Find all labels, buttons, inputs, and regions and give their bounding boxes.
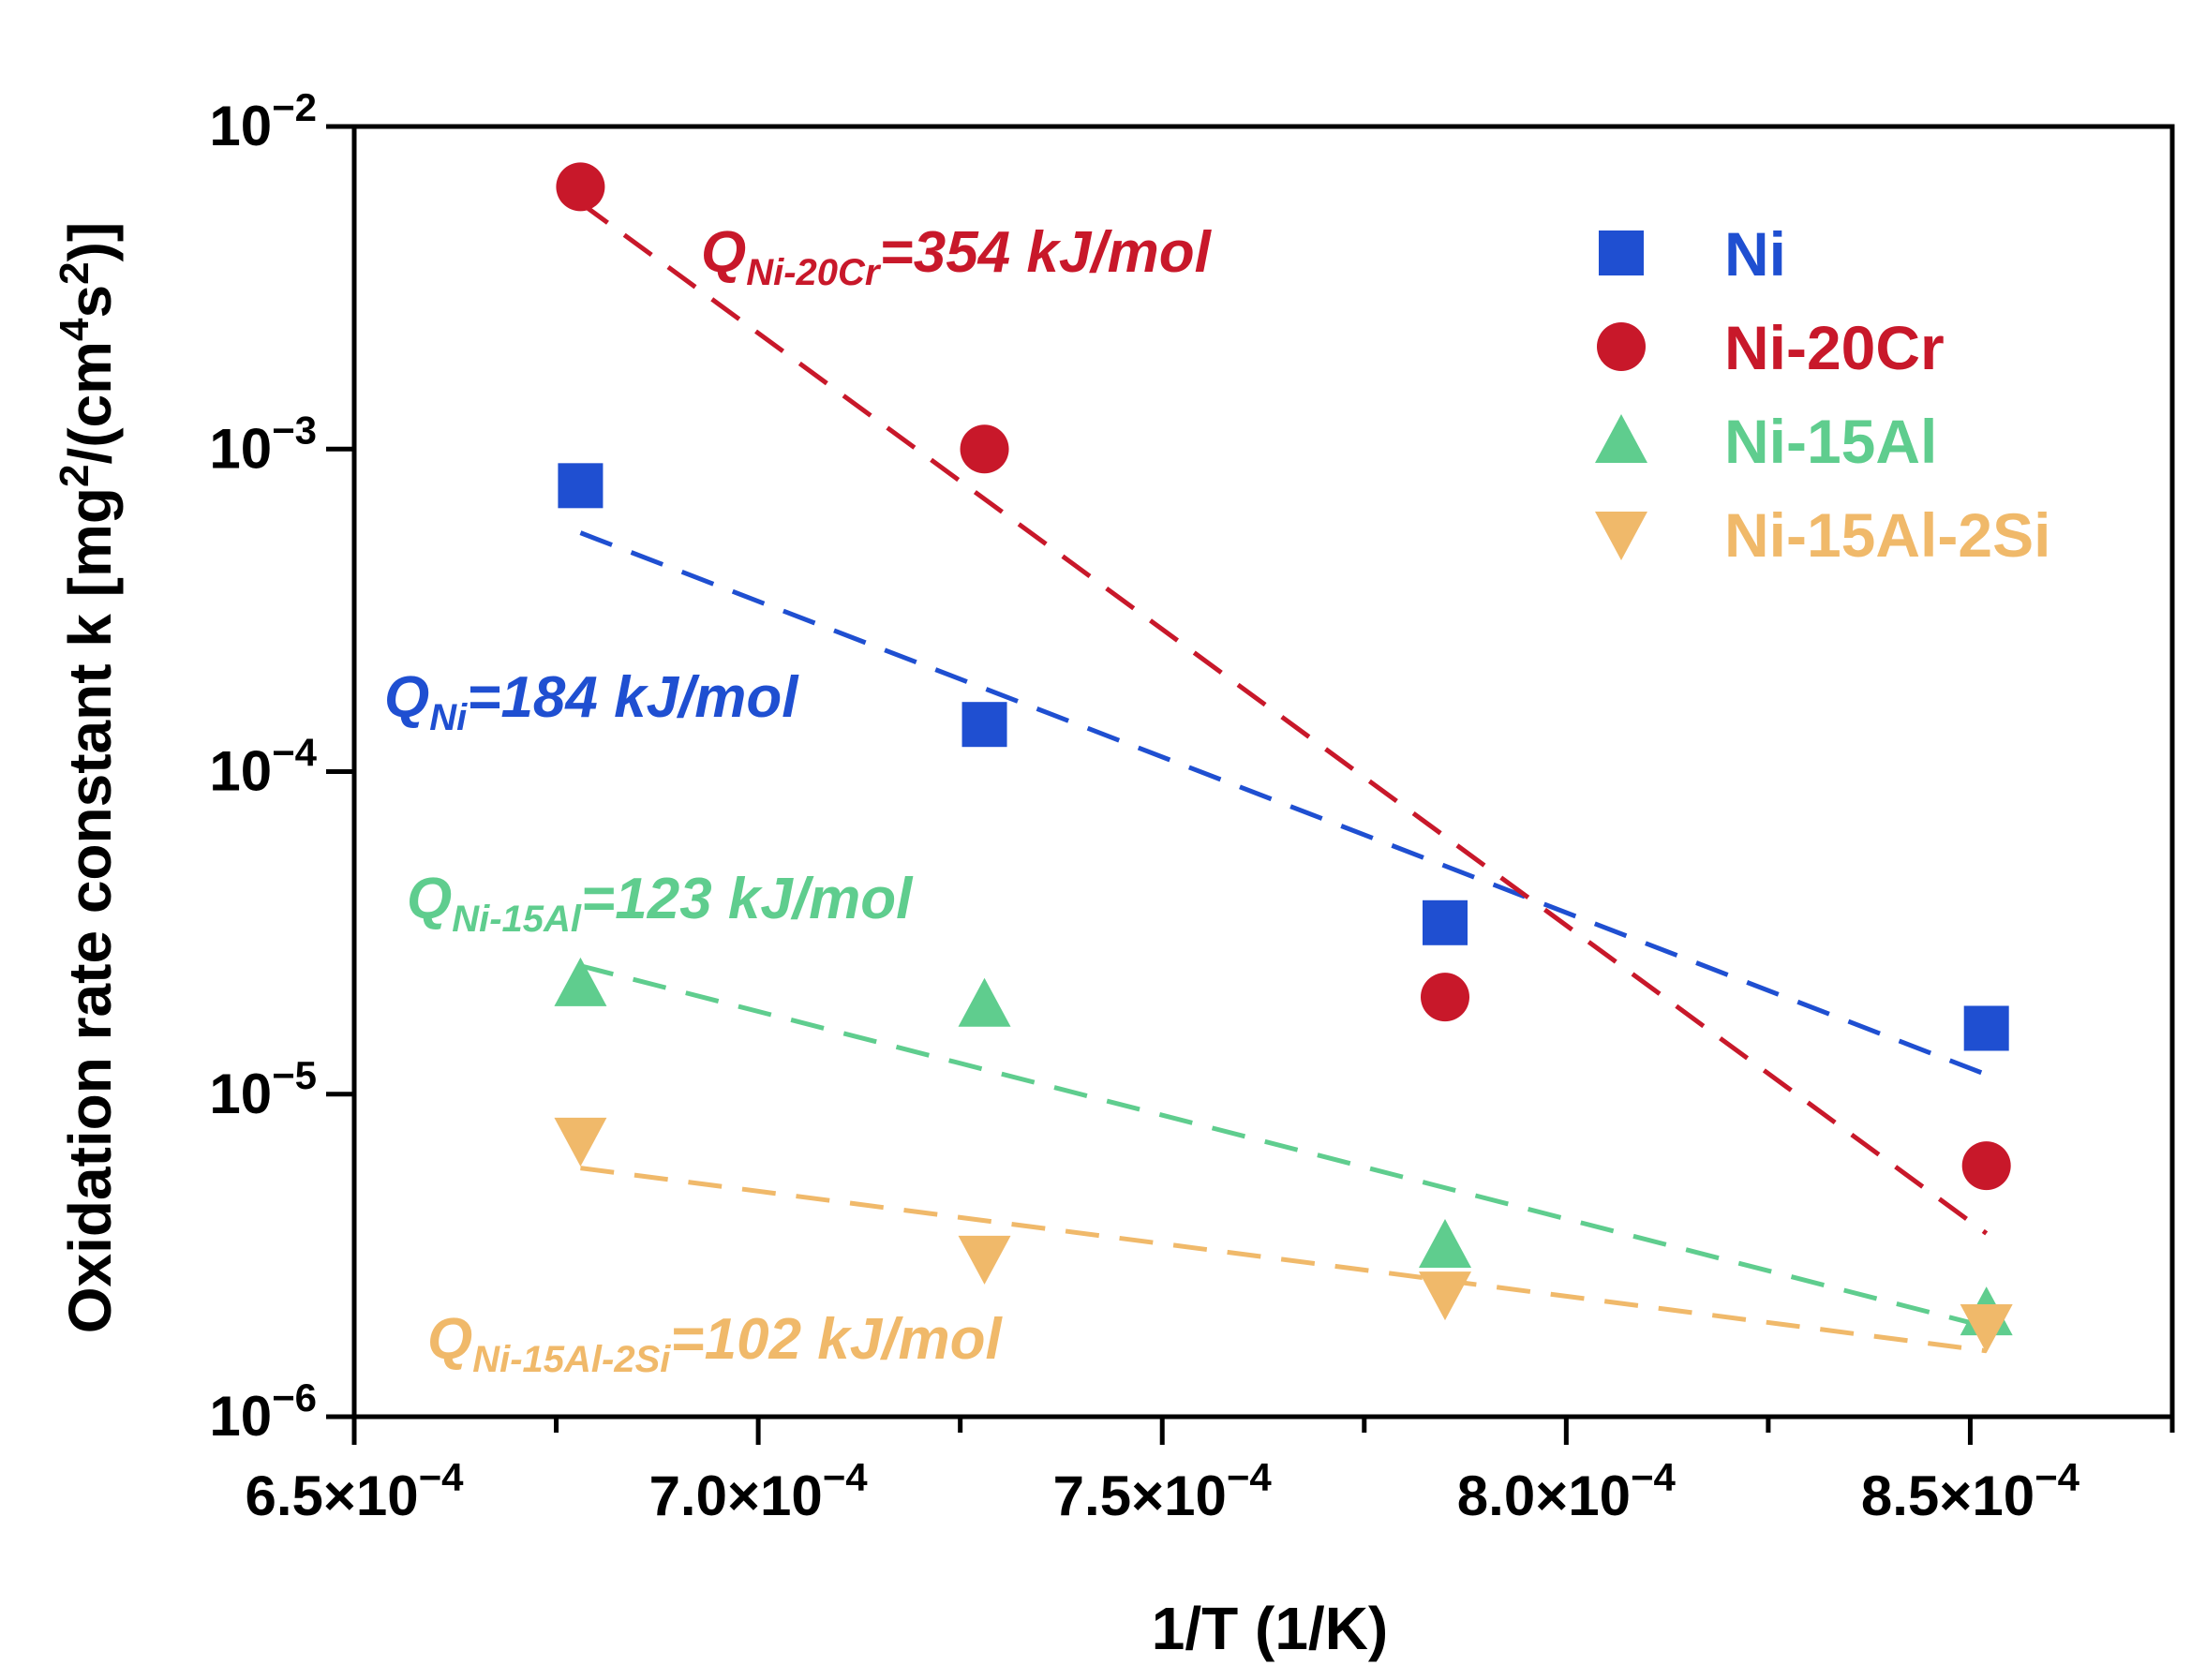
- y-tick-label: 10−4: [209, 731, 317, 803]
- data-point-ni: [1963, 1005, 2009, 1051]
- fit-line-ni: [579, 530, 1988, 1078]
- axis-ticks: [326, 124, 2175, 1445]
- fit-annotation: QNi=184 kJ/mol: [384, 665, 799, 738]
- legend-label: Ni: [1724, 219, 1786, 289]
- annotations: QNi-20Cr=354 kJ/mol QNi=184 kJ/mol QNi-15A…: [384, 220, 1213, 1380]
- data-point-ni: [961, 702, 1007, 748]
- data-point-ni: [1423, 899, 1468, 945]
- data-point-ni-20cr: [1961, 1141, 2011, 1191]
- legend-label: Ni-15Al-2Si: [1724, 500, 2050, 570]
- x-tick-label: 8.5×10−4: [1861, 1455, 2080, 1527]
- legend-marker-ni: [1599, 230, 1644, 275]
- legend-marker-ni-20cr: [1597, 322, 1646, 371]
- data-markers: [554, 162, 2013, 1354]
- x-axis-title: 1/T (1/K): [1152, 1595, 1388, 1662]
- fit-annotation: QNi-20Cr=354 kJ/mol: [701, 220, 1213, 293]
- x-tick-labels: 6.5×10−4 7.0×10−4 7.5×10−4 8.0×10−4 8.5×10−4: [245, 1455, 2079, 1527]
- data-point-ni-15al-2si: [1960, 1304, 2013, 1354]
- x-tick-label: 7.5×10−4: [1053, 1455, 1273, 1527]
- y-axis-title: Oxidation rate constant k [mg2/(cm4s2)]: [52, 222, 124, 1334]
- legend: Ni Ni-20Cr Ni-15Al Ni-15Al-2Si: [1595, 219, 2050, 570]
- legend-label: Ni-20Cr: [1724, 313, 1945, 382]
- legend-marker-ni-15al-2si: [1595, 512, 1647, 560]
- data-point-ni-20cr: [960, 424, 1009, 474]
- y-tick-label: 10−2: [209, 85, 317, 157]
- data-point-ni-20cr: [1421, 973, 1469, 1022]
- fit-annotation: QNi-15Al-2Si=102 kJ/mol: [427, 1307, 1003, 1380]
- y-tick-labels: 10−2 10−3 10−4 10−5 10−6: [209, 85, 317, 1448]
- y-tick-label: 10−3: [209, 408, 317, 480]
- plot-frame: [351, 124, 2175, 1420]
- legend-marker-ni-15al: [1595, 414, 1647, 463]
- fit-annotation: QNi-15Al=123 kJ/mol: [407, 867, 914, 940]
- x-tick-label: 6.5×10−4: [245, 1455, 464, 1527]
- data-point-ni-15al: [554, 957, 607, 1006]
- fit-lines: [578, 201, 1989, 1354]
- y-tick-label: 10−5: [209, 1053, 317, 1125]
- data-point-ni-15al: [958, 977, 1011, 1027]
- data-point-ni-15al-2si: [554, 1117, 607, 1167]
- data-point-ni: [558, 463, 604, 509]
- x-tick-label: 8.0×10−4: [1457, 1455, 1677, 1527]
- data-point-ni-15al-2si: [958, 1235, 1011, 1285]
- data-point-ni-15al: [1419, 1219, 1471, 1269]
- y-tick-label: 10−6: [209, 1375, 317, 1448]
- data-point-ni-15al-2si: [1419, 1271, 1471, 1321]
- fit-line-ni-15al-2si: [580, 1166, 1988, 1354]
- x-tick-label: 7.0×10−4: [649, 1455, 869, 1527]
- fit-line-ni-20cr: [578, 201, 1989, 1236]
- data-point-ni-20cr: [556, 162, 605, 212]
- legend-label: Ni-15Al: [1724, 407, 1937, 476]
- fit-line-ni-15al: [579, 963, 1988, 1330]
